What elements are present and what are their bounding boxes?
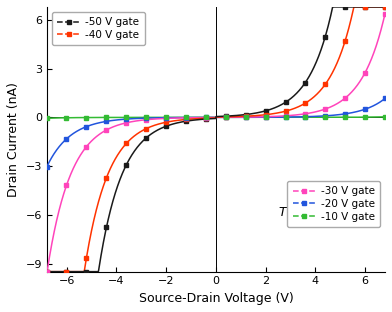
-50 V gate (277, 104, 281, 108)
-20 V gate (314, 115, 319, 118)
-20 V gate (45, 165, 49, 168)
Line: -20 V gate: -20 V gate (47, 98, 385, 167)
-40 V gate (194, 117, 198, 121)
-50 V gate (308, 72, 313, 76)
-50 V gate (181, 120, 186, 124)
Line: -30 V gate: -30 V gate (47, 13, 385, 272)
-10 V gate (314, 115, 319, 119)
X-axis label: Source-Drain Voltage (V): Source-Drain Voltage (V) (139, 292, 293, 305)
-40 V gate (383, 5, 387, 9)
-50 V gate (330, 5, 335, 9)
-20 V gate (181, 116, 186, 119)
-50 V gate (79, 270, 84, 274)
-10 V gate (194, 115, 198, 119)
Y-axis label: Drain Current (nA): Drain Current (nA) (7, 82, 20, 197)
-30 V gate (314, 110, 319, 114)
-20 V gate (79, 127, 84, 131)
Line: -40 V gate: -40 V gate (47, 7, 385, 272)
-30 V gate (79, 152, 84, 155)
-10 V gate (383, 115, 387, 119)
-20 V gate (194, 115, 198, 119)
Line: -10 V gate: -10 V gate (47, 117, 385, 118)
-40 V gate (45, 270, 49, 274)
-50 V gate (194, 118, 198, 122)
-50 V gate (314, 59, 319, 63)
-10 V gate (277, 115, 281, 119)
-30 V gate (383, 12, 387, 15)
-10 V gate (79, 116, 84, 119)
-30 V gate (45, 270, 49, 274)
-40 V gate (79, 270, 84, 274)
Legend: -30 V gate, -20 V gate, -10 V gate: -30 V gate, -20 V gate, -10 V gate (287, 181, 380, 227)
-40 V gate (181, 118, 186, 122)
-40 V gate (277, 111, 281, 115)
-10 V gate (308, 115, 313, 119)
-10 V gate (181, 115, 186, 119)
-30 V gate (308, 111, 313, 115)
-20 V gate (277, 115, 281, 119)
-20 V gate (308, 115, 313, 119)
-10 V gate (45, 116, 49, 120)
-30 V gate (181, 116, 186, 120)
-30 V gate (194, 116, 198, 119)
-20 V gate (383, 96, 387, 100)
-50 V gate (45, 270, 49, 274)
Text: $T$ = 7 K: $T$ = 7 K (278, 205, 328, 218)
-40 V gate (314, 92, 319, 96)
-50 V gate (383, 5, 387, 9)
Line: -50 V gate: -50 V gate (47, 7, 385, 272)
-30 V gate (277, 114, 281, 118)
-40 V gate (308, 98, 313, 101)
-40 V gate (352, 5, 356, 9)
